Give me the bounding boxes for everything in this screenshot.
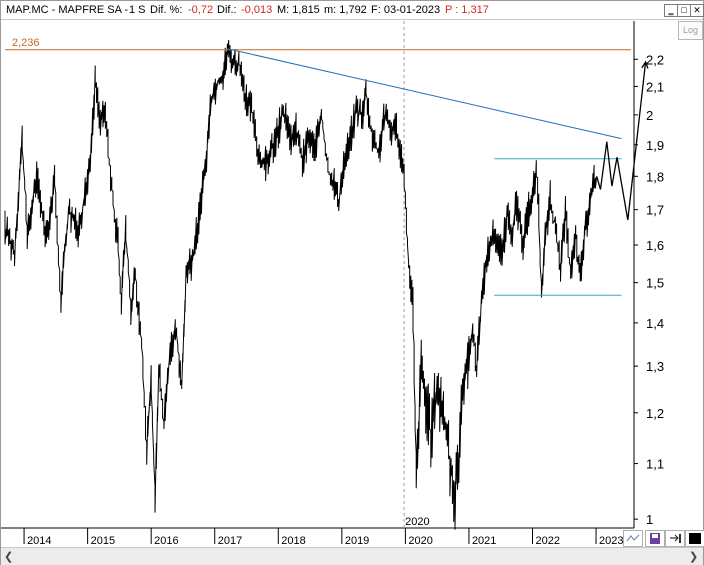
scroll-left-icon[interactable]: ❮ (4, 551, 14, 563)
export-icon (670, 534, 681, 543)
save-icon (650, 533, 660, 544)
dif-pct-value: -0,72 (188, 4, 214, 16)
price-chart: 2,2 2,1 2 1,9 1,8 1,7 1,6 1,5 1,4 1,3 1,2 1,1 1 2014 2… (1, 21, 664, 547)
export-button[interactable] (665, 530, 685, 547)
scroll-right-icon[interactable]: ❯ (689, 551, 699, 563)
descending-trendline (227, 48, 622, 140)
y-tick-label: 1,7 (646, 203, 664, 218)
y-tick-label: 2 (646, 108, 653, 123)
x-tick-label: 2020 (408, 535, 432, 547)
y-tick-label: 1,9 (646, 138, 664, 153)
price-series-line (4, 39, 598, 530)
minimize-button[interactable]: ‗ (664, 4, 678, 17)
x-tick-label: 2018 (281, 535, 305, 547)
ticker-title: MAP.MC - MAPFRE SA - (6, 4, 129, 16)
color-swatch-icon (689, 533, 701, 544)
x-tick-label: 2023 (599, 535, 623, 547)
date-value: F: 03-01-2023 (371, 4, 441, 16)
x-tick-label: 2016 (154, 535, 178, 547)
y-tick-label: 1,8 (646, 169, 664, 184)
chart-titlebar: MAP.MC - MAPFRE SA - 1 S Dif. %: -0,72 D… (1, 1, 704, 20)
projection-path (596, 61, 647, 221)
x-tick-label: 2022 (535, 535, 559, 547)
dif-pct-label: Dif. %: (150, 4, 183, 16)
price-value: P : 1,317 (445, 4, 489, 16)
color-button[interactable] (685, 530, 704, 547)
y-tick-label: 1,5 (646, 276, 664, 291)
y-tick-label: 2,2 (646, 52, 664, 67)
log-scale-button[interactable]: Log (678, 21, 703, 40)
wave-icon (626, 534, 640, 542)
y-tick-label: 2,1 (646, 79, 664, 94)
horizontal-scrollbar[interactable]: ❮ ❯ (1, 547, 703, 565)
x-tick-label: 2021 (472, 535, 496, 547)
resistance-label: 2,236 (12, 37, 40, 49)
trend-tool-button[interactable] (623, 530, 643, 547)
x-tick-label: 2017 (218, 535, 242, 547)
period-label: 1 S (129, 4, 146, 16)
projection-arrowhead (641, 60, 649, 69)
y-tick-label: 1,1 (646, 457, 664, 472)
y-tick-label: 1 (646, 512, 653, 527)
y-tick-label: 1,3 (646, 359, 664, 374)
year-divider-label: 2020 (405, 516, 429, 528)
min-value: m: 1,792 (324, 4, 367, 16)
max-value: M: 1,815 (277, 4, 320, 16)
x-tick-label: 2014 (27, 535, 51, 547)
y-tick-label: 1,6 (646, 238, 664, 253)
x-tick-label: 2019 (345, 535, 369, 547)
x-tick-label: 2015 (91, 535, 115, 547)
dif-label: Dif.: (217, 4, 237, 16)
y-tick-label: 1,2 (646, 406, 664, 421)
dif-value: -0,013 (241, 4, 273, 16)
y-tick-label: 1,4 (646, 316, 664, 331)
save-button[interactable] (645, 530, 665, 547)
